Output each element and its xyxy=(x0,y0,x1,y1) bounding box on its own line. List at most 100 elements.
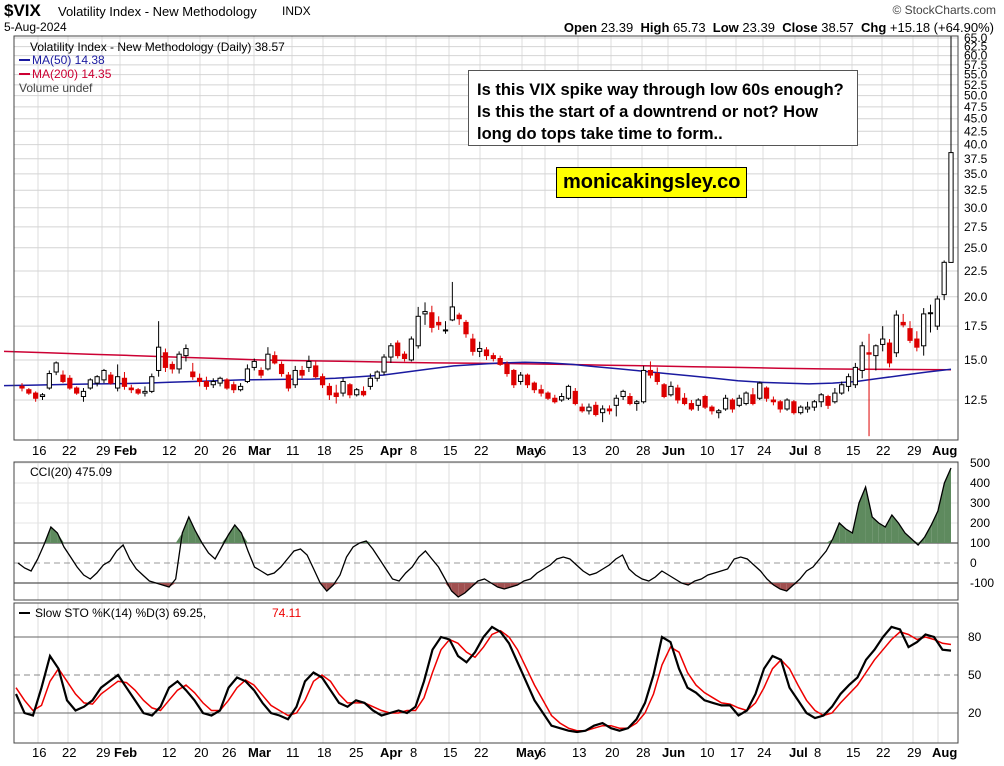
annotation-note: Is this VIX spike way through low 60s en… xyxy=(468,70,858,146)
candle-body xyxy=(791,401,797,414)
candle-body xyxy=(470,338,476,352)
candle-body xyxy=(886,342,893,364)
candle-body xyxy=(217,377,223,384)
candle-body xyxy=(354,389,360,396)
candle-body xyxy=(415,315,421,347)
candle-body xyxy=(518,374,524,382)
candle-body xyxy=(408,338,414,361)
x-tick-label: 15 xyxy=(443,745,457,760)
candle-body xyxy=(798,406,804,414)
x-tick-label: 8 xyxy=(410,443,417,458)
x-tick-label: 6 xyxy=(539,443,546,458)
x-tick-label: 25 xyxy=(349,745,363,760)
exchange: INDX xyxy=(282,4,311,18)
x-tick-label: Aug xyxy=(932,443,957,458)
candle-body xyxy=(67,377,73,389)
cci-fill xyxy=(188,517,196,543)
candle-body xyxy=(893,314,899,354)
candle-body xyxy=(463,321,469,335)
chg-label: Chg xyxy=(861,20,887,35)
candle-body xyxy=(183,348,189,357)
x-tick-label: Apr xyxy=(380,745,402,760)
candle-body xyxy=(237,385,244,391)
candle-body xyxy=(866,352,872,355)
x-tick-label: Feb xyxy=(114,745,137,760)
panel-frame xyxy=(13,461,959,601)
candle-body xyxy=(859,345,865,371)
candle-body xyxy=(750,394,756,405)
candle-body xyxy=(401,353,408,360)
price-candles xyxy=(19,35,954,437)
candle-body xyxy=(763,387,770,399)
candle-body xyxy=(552,397,558,403)
candle-body xyxy=(436,321,442,326)
price-tick-label: 37.5 xyxy=(964,152,988,166)
candle-body xyxy=(367,377,373,387)
candle-body xyxy=(654,373,660,382)
candle-body xyxy=(313,365,319,378)
close-label: Close xyxy=(782,20,818,35)
candle-body xyxy=(388,345,394,358)
cci-tick-label: 400 xyxy=(970,476,990,490)
low-label: Low xyxy=(712,20,739,35)
x-tick-label: 22 xyxy=(876,443,890,458)
x-tick-label: Feb xyxy=(114,443,137,458)
candle-body xyxy=(586,406,592,412)
sto-d-line xyxy=(15,629,952,732)
brand-label[interactable]: © StockCharts.com xyxy=(892,3,996,17)
candle-body xyxy=(176,353,182,370)
candle-body xyxy=(483,349,490,357)
price-tick-label: 50.0 xyxy=(964,89,988,103)
price-tick-label: 47.5 xyxy=(964,100,988,114)
price-tick-label: 12.5 xyxy=(964,393,988,407)
cci-fill xyxy=(898,523,906,543)
cci-fill xyxy=(221,535,229,543)
price-tick-label: 45.0 xyxy=(964,112,988,126)
candle-body xyxy=(579,406,585,412)
site-watermark[interactable]: monicakingsley.co xyxy=(556,167,748,198)
candle-body xyxy=(272,355,278,364)
x-tick-label: 12 xyxy=(162,443,176,458)
cci-fill xyxy=(878,523,886,543)
x-tick-label: 22 xyxy=(474,745,488,760)
cci-fill xyxy=(464,583,472,593)
x-tick-label: 17 xyxy=(730,443,744,458)
candle-body xyxy=(873,345,879,357)
x-tick-label: 28 xyxy=(636,745,650,760)
x-tick-label: Jul xyxy=(789,745,808,760)
candle-body xyxy=(600,408,606,414)
x-tick-label: Apr xyxy=(380,443,402,458)
candle-body xyxy=(190,371,196,378)
cci-fill xyxy=(865,487,873,543)
candle-body xyxy=(347,384,353,396)
sto-legend: Slow STO %K(14) %D(3) 69.25, 74.11 xyxy=(19,606,301,620)
candle-body xyxy=(94,376,100,384)
candle-body xyxy=(135,389,141,394)
price-tick-label: 57.5 xyxy=(964,58,988,72)
sto-tick-label: 50 xyxy=(968,668,982,682)
cci-tick-label: 100 xyxy=(970,536,990,550)
candle-body xyxy=(292,369,298,386)
x-tick-label: 29 xyxy=(907,443,921,458)
candle-body xyxy=(811,401,817,408)
candle-body xyxy=(108,374,114,384)
candle-body xyxy=(251,360,257,368)
candle-body xyxy=(613,397,619,406)
x-tick-label: 22 xyxy=(62,443,76,458)
candle-body xyxy=(422,311,428,315)
price-tick-label: 52.5 xyxy=(964,78,988,92)
symbol[interactable]: $VIX xyxy=(4,1,41,20)
x-tick-label: 20 xyxy=(194,443,208,458)
candle-body xyxy=(231,384,237,391)
candle-body xyxy=(709,406,715,412)
candle-body xyxy=(722,397,729,410)
index-name: Volatility Index - New Methodology xyxy=(58,4,257,19)
x-tick-label: Jun xyxy=(662,443,685,458)
candle-body xyxy=(852,366,858,386)
cci-line xyxy=(17,467,952,598)
candle-body xyxy=(306,360,312,368)
candle-body xyxy=(203,380,210,387)
candle-body xyxy=(504,363,510,375)
x-tick-label: 18 xyxy=(317,443,331,458)
cci-fill xyxy=(931,511,938,543)
